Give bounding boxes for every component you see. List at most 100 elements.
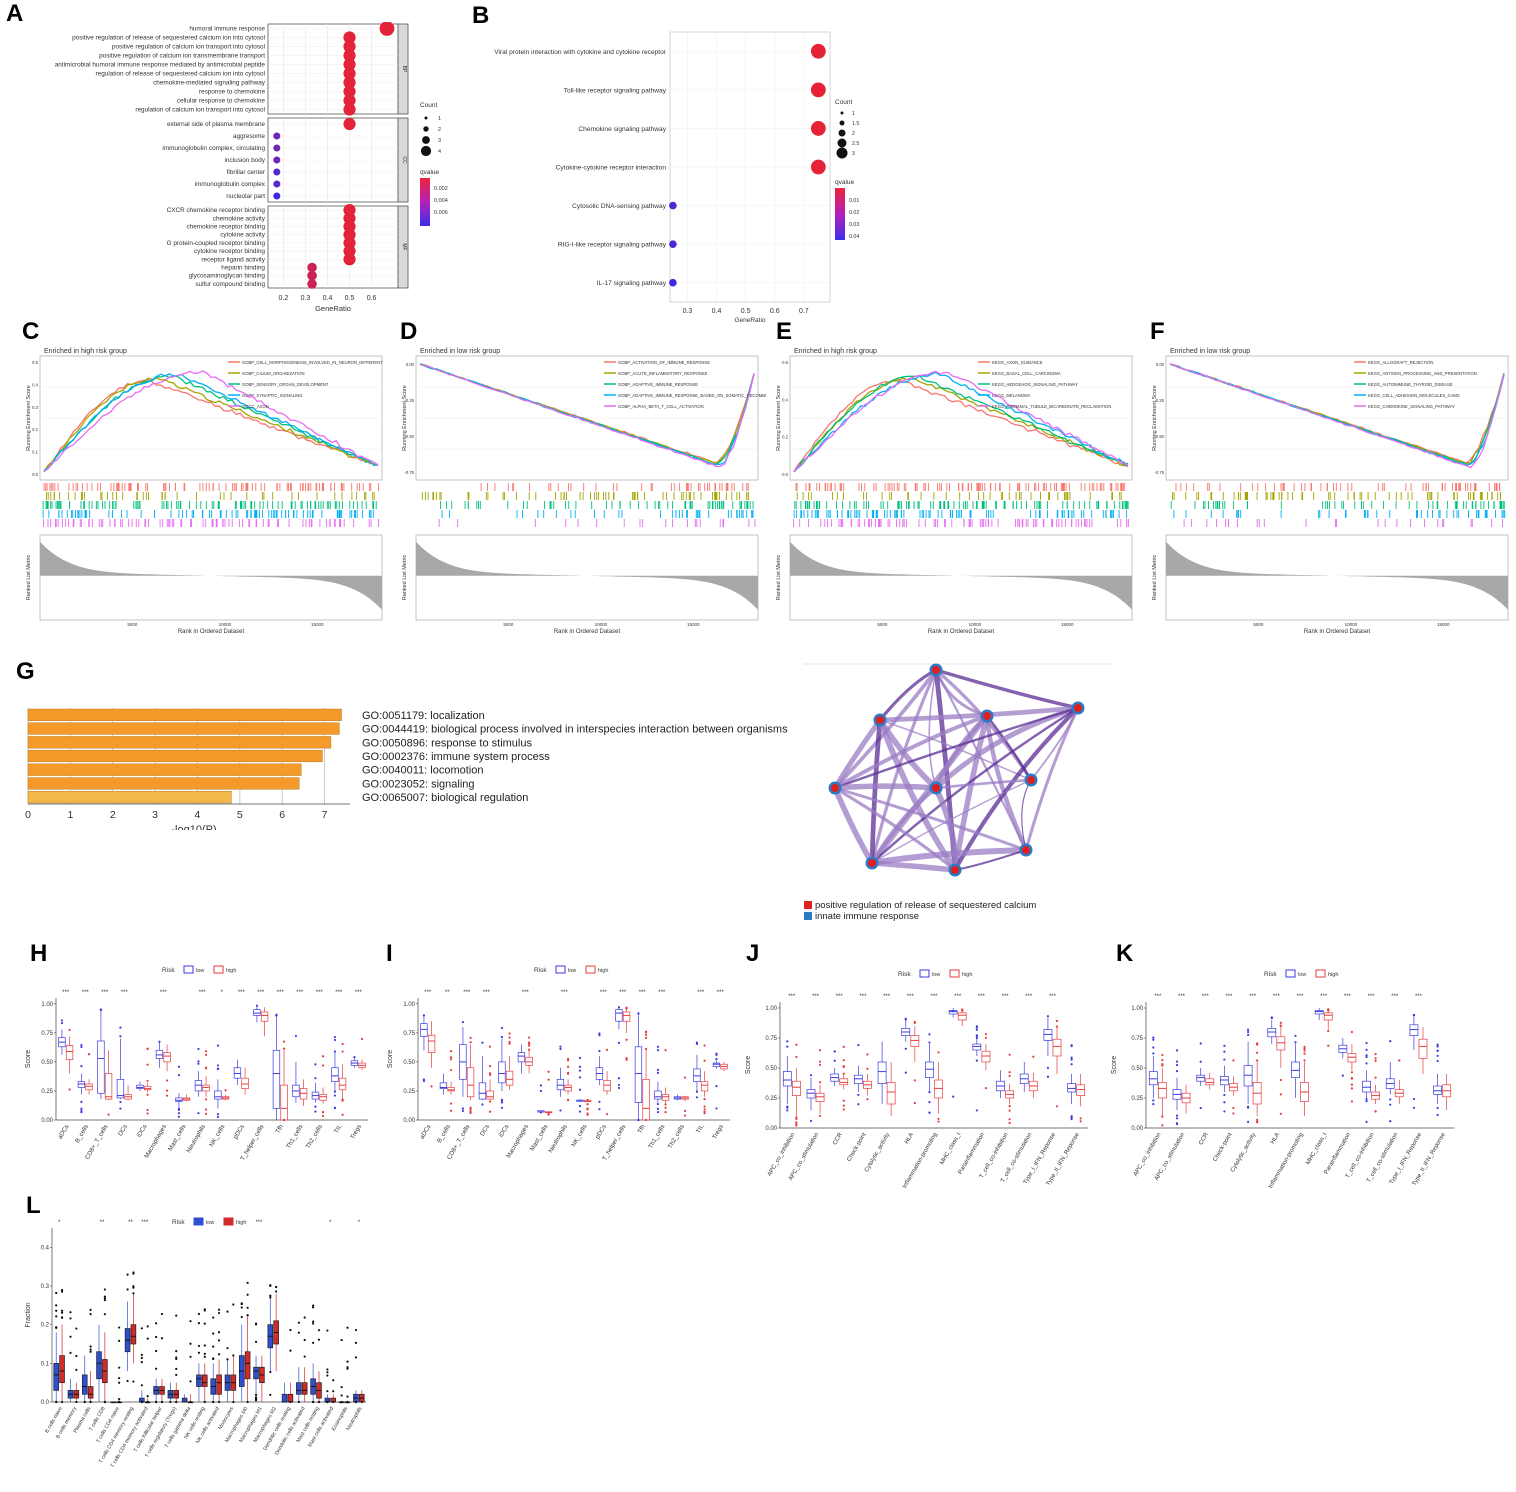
x-tick-label: 15000 [311,622,324,627]
box [85,1083,93,1091]
outlier [203,1400,206,1404]
term-label: IL-17 signaling pathway [597,280,667,287]
outlier [1175,1114,1179,1117]
box [839,1078,849,1086]
outlier [422,1014,426,1017]
outlier [1223,1050,1226,1053]
x-tick-label: 0.6 [770,308,780,315]
outlier [118,1339,121,1342]
outlier [625,1057,628,1060]
outlier [69,1335,72,1338]
outlier [332,1400,335,1404]
outlier [1350,1071,1354,1074]
outlier [216,1113,220,1116]
outlier [1070,1058,1073,1061]
outlier [625,1058,628,1061]
legend-label: KEGG_AUTOIMMUNE_THYROID_DISEASE [1368,382,1453,387]
significance-label: *** [238,990,246,996]
box [1043,1029,1053,1041]
outlier [1270,1016,1273,1020]
outlier [695,1096,699,1099]
panel-label-k: K [1116,940,1134,967]
network-node-core [951,866,959,874]
legend-swatch [1315,969,1326,978]
box [65,1045,74,1060]
x-tick-label: 5 [237,809,243,821]
es-curve [43,373,379,471]
box [1347,1053,1357,1063]
outlier [1055,1019,1059,1023]
dot [379,22,395,36]
box [886,1082,896,1105]
dot [273,192,281,200]
outlier [204,1108,208,1111]
legend-title: Risk [162,967,175,974]
outlier [204,1067,208,1070]
significance-label: *** [141,1220,149,1226]
dot [343,103,356,116]
box [1196,1074,1206,1082]
outlier [430,1085,433,1088]
hit-ticks [796,492,1122,500]
x-tick-label: 0.6 [367,295,377,302]
outlier [975,1109,978,1112]
outlier [160,1400,164,1404]
legend-title: Risk [1264,971,1277,978]
significance-label: *** [121,990,129,996]
outlier [326,1368,329,1371]
dot [669,278,677,287]
box [498,1061,506,1084]
term-label: receptor ligand activity [201,256,265,263]
y-tick-label: 0.00 [41,1118,53,1124]
es-curve [43,378,379,472]
outlier [60,1019,64,1022]
category-label: Tfh [636,1123,647,1135]
term-label: Cytosolic DNA-sensing pathway [572,203,667,210]
dot [343,253,356,266]
outlier [842,1108,845,1111]
hit-ticks [793,510,1128,518]
outlier [1232,1059,1235,1062]
outlier [961,1009,964,1012]
outlier [340,1394,343,1397]
outlier [975,1026,978,1029]
box [214,1090,222,1100]
outlier [488,1072,492,1075]
outlier [866,1067,869,1070]
outlier [140,1356,143,1360]
outlier [354,1356,358,1359]
network-edge [935,668,1079,710]
rank-metric-area [790,541,1132,610]
outlier [1175,1060,1179,1063]
outlier [275,1290,278,1293]
significance-label: *** [1202,994,1210,1000]
legend-label: low [206,1220,214,1226]
outlier [326,1374,329,1377]
legend-label: GOBP_ALPHA_BETA_T_CELL_ACTIVATION [618,404,704,409]
outlier [146,1112,149,1115]
category-label: aDCs [419,1124,433,1141]
legend-label: 0.004 [434,198,448,204]
outlier [566,1065,570,1068]
outlier [508,1036,511,1039]
outlier [240,1306,243,1309]
box [1314,1010,1324,1015]
x-tick-label: 0.4 [712,308,722,315]
y-axis-label: Score [1111,1056,1118,1074]
y-tick-label: 1.00 [403,1002,415,1008]
outlier [1008,1071,1011,1074]
outlier [175,1314,178,1317]
significance-label: *** [619,990,627,996]
significance-label: *** [101,990,109,996]
significance-label: ** [445,990,450,996]
legend-dot [422,136,430,144]
network-node-core [868,859,876,867]
outlier [984,1033,988,1036]
outlier [297,1400,300,1404]
legend-label: 4 [438,149,441,155]
outlier [75,1368,78,1371]
outlier [695,1090,699,1093]
outlier [1365,1054,1368,1057]
term-label: RIG-I-like receptor signaling pathway [558,242,667,249]
outlier [297,1321,300,1324]
